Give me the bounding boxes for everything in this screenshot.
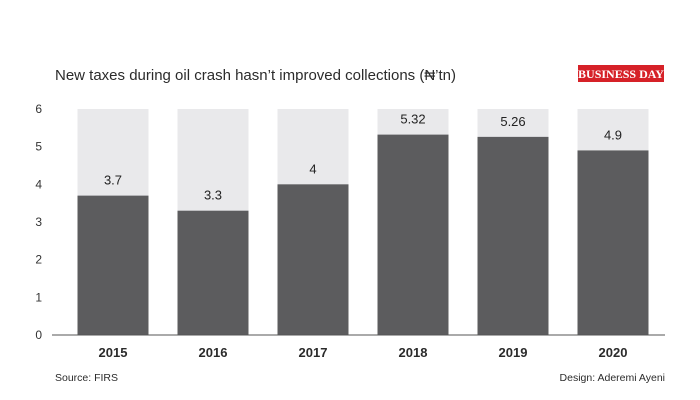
brand-logo-background <box>578 65 664 82</box>
source-note: Source: FIRS <box>55 372 118 384</box>
chart-title: New taxes during oil crash hasn’t improv… <box>55 67 456 84</box>
x-tick-label: 2017 <box>299 345 328 360</box>
y-axis-ticks: 0 1 2 3 4 5 6 <box>35 102 42 342</box>
x-tick-label: 2020 <box>599 345 628 360</box>
data-label: 4 <box>309 161 316 176</box>
brand-logo: BUSINESS DAY <box>578 65 664 82</box>
y-tick-label: 1 <box>35 290 42 304</box>
y-tick-label: 4 <box>35 177 42 191</box>
background-bars <box>77 109 649 335</box>
x-axis-ticks: 2015 2016 2017 2018 2019 2020 <box>99 345 628 360</box>
x-tick-label: 2015 <box>99 345 128 360</box>
brand-logo-text: BUSINESS DAY <box>578 67 664 81</box>
data-label: 4.9 <box>604 127 622 142</box>
y-tick-label: 3 <box>35 215 42 229</box>
y-tick-label: 5 <box>35 140 42 154</box>
data-label: 3.3 <box>204 188 222 203</box>
data-label: 5.32 <box>400 112 425 127</box>
data-label: 3.7 <box>104 173 122 188</box>
bar <box>377 134 449 335</box>
bar <box>177 210 249 335</box>
design-credit: Design: Aderemi Ayeni <box>560 372 665 384</box>
bar <box>77 195 149 335</box>
bar <box>477 136 549 335</box>
bar <box>277 184 349 335</box>
bar <box>577 150 649 335</box>
x-tick-label: 2019 <box>499 345 528 360</box>
data-labels: 3.7 3.3 4 5.32 5.26 4.9 <box>104 112 622 203</box>
y-tick-label: 2 <box>35 253 42 267</box>
y-tick-label: 6 <box>35 102 42 116</box>
x-tick-label: 2016 <box>199 345 228 360</box>
y-tick-label: 0 <box>35 328 42 342</box>
x-tick-label: 2018 <box>399 345 428 360</box>
data-label: 5.26 <box>500 114 525 129</box>
bars <box>77 134 649 335</box>
